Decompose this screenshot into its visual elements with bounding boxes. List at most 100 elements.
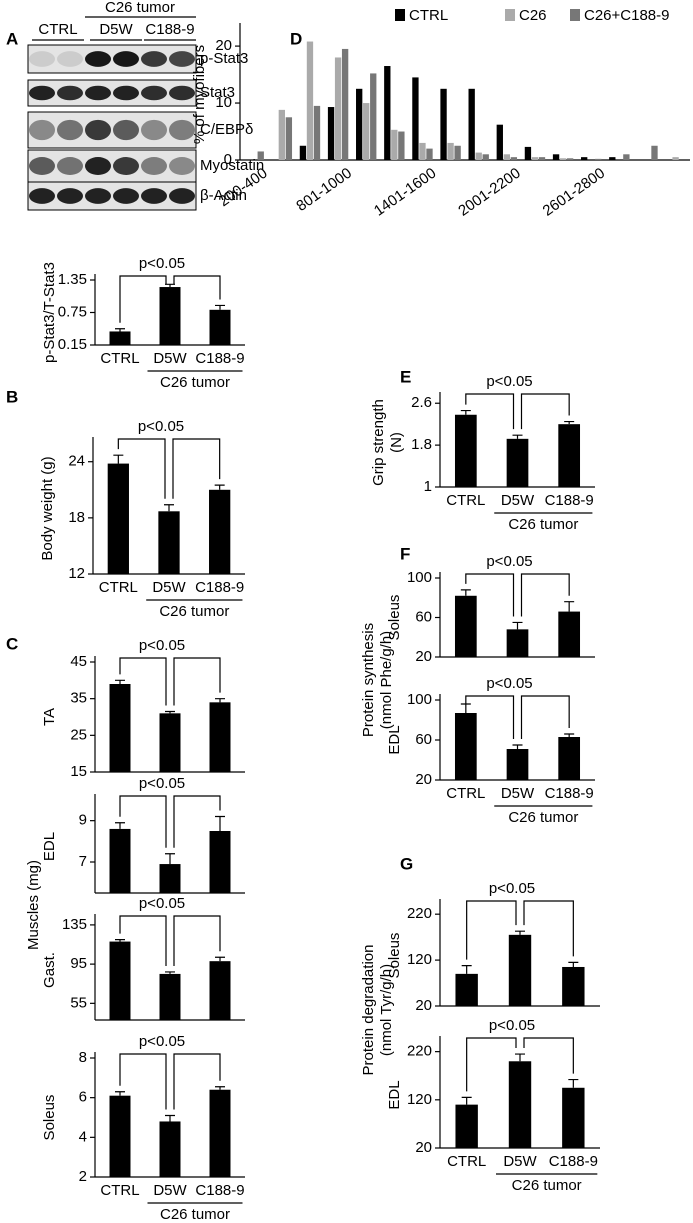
band — [85, 119, 111, 141]
bar — [398, 131, 405, 160]
y-tick-label: 20 — [415, 1139, 432, 1156]
blot-strip — [27, 149, 197, 183]
group-label: C26 tumor — [160, 1206, 230, 1223]
band-label: Myostatin — [200, 157, 264, 174]
bar — [285, 117, 293, 160]
error-bar — [115, 822, 125, 829]
error-bar — [512, 434, 523, 439]
blot-strip — [27, 44, 197, 74]
shared-y-label: Muscles (mg) — [25, 860, 42, 950]
bracket — [173, 1053, 221, 1110]
y-axis-label: Soleus — [41, 1095, 58, 1141]
bracket — [465, 393, 515, 430]
bar — [327, 107, 335, 160]
y-tick-label: 0.75 — [58, 303, 87, 320]
x-tick-label: CTRL — [446, 785, 485, 802]
error-bar — [165, 1114, 175, 1122]
bar — [159, 1121, 181, 1177]
bar — [538, 157, 546, 160]
bracket — [173, 795, 221, 848]
error-bar — [165, 710, 175, 714]
y-tick-label: 6 — [79, 1089, 87, 1106]
error-bar — [165, 853, 175, 865]
y-tick-label: 0.15 — [58, 336, 87, 353]
error-bar — [115, 1091, 125, 1096]
y-tick-label: 120 — [407, 1091, 432, 1108]
bar — [109, 331, 131, 345]
band — [141, 119, 167, 141]
band — [29, 157, 55, 175]
bracket — [520, 573, 570, 617]
panel-letter: A — [6, 29, 18, 48]
bar — [158, 511, 180, 574]
x-tick-label: C188-9 — [195, 579, 244, 596]
bar — [419, 142, 426, 160]
y-tick-label: 95 — [70, 955, 87, 972]
legend-label: CTRL — [409, 7, 448, 24]
bar — [506, 629, 529, 657]
bar — [209, 831, 231, 893]
error-bar — [165, 971, 175, 974]
y-tick-label: 1.35 — [58, 271, 87, 288]
band — [85, 51, 111, 67]
blot-strip — [27, 181, 197, 211]
y-tick-label: 8 — [79, 1049, 87, 1066]
error-bar — [115, 328, 125, 332]
bar — [510, 157, 518, 160]
y-tick-label: 20 — [215, 37, 232, 54]
bar — [412, 77, 419, 160]
bar — [496, 124, 503, 160]
bar — [209, 489, 231, 574]
x-tick-label: 1401-1600 — [371, 165, 440, 220]
y-tick-label: 55 — [70, 994, 87, 1011]
band — [29, 51, 55, 67]
annotation: p<0.05 — [489, 880, 535, 897]
bar — [313, 105, 321, 160]
band — [29, 85, 55, 101]
y-tick-label: 4 — [79, 1128, 87, 1145]
y-tick-label: 220 — [407, 905, 432, 922]
bar — [159, 864, 181, 893]
x-tick-label: C188-9 — [545, 785, 594, 802]
x-tick-label: D5W — [153, 350, 187, 367]
band — [141, 157, 167, 175]
bar — [159, 973, 181, 1020]
panel-letter: E — [400, 367, 411, 386]
bar — [508, 1061, 532, 1148]
band — [169, 85, 195, 101]
panel-letter: G — [400, 854, 413, 873]
band — [169, 119, 195, 141]
y-axis-label: % of myofibers — [191, 45, 208, 144]
y-tick-label: 45 — [70, 653, 87, 670]
bar — [566, 158, 574, 160]
bracket — [173, 657, 221, 706]
bar — [475, 152, 482, 160]
bar — [524, 146, 532, 160]
x-tick-label: D5W — [152, 579, 186, 596]
bar — [595, 158, 602, 160]
error-bar — [512, 621, 523, 630]
y-axis-label: EDL — [41, 832, 58, 861]
band — [169, 51, 195, 67]
annotation: p<0.05 — [489, 1017, 535, 1034]
band — [141, 188, 167, 204]
bar — [370, 73, 377, 160]
x-tick-label: C188-9 — [195, 350, 244, 367]
bar — [609, 157, 616, 160]
x-tick-label: CTRL — [446, 492, 485, 509]
error-bar — [461, 965, 472, 974]
shared-y-label: (nmol Tyr/g/h) — [378, 964, 395, 1056]
panel-letter: B — [6, 387, 18, 406]
band — [113, 188, 139, 204]
bracket — [465, 573, 515, 617]
band-label: β-Actin — [200, 187, 247, 204]
band — [85, 188, 111, 204]
annotation: p<0.05 — [139, 895, 185, 912]
lane-label: D5W — [99, 21, 133, 38]
error-bar — [568, 1078, 579, 1088]
bar — [356, 88, 363, 160]
y-tick-label: 120 — [407, 951, 432, 968]
bar — [558, 424, 581, 487]
bar — [672, 157, 679, 160]
band — [169, 157, 195, 175]
